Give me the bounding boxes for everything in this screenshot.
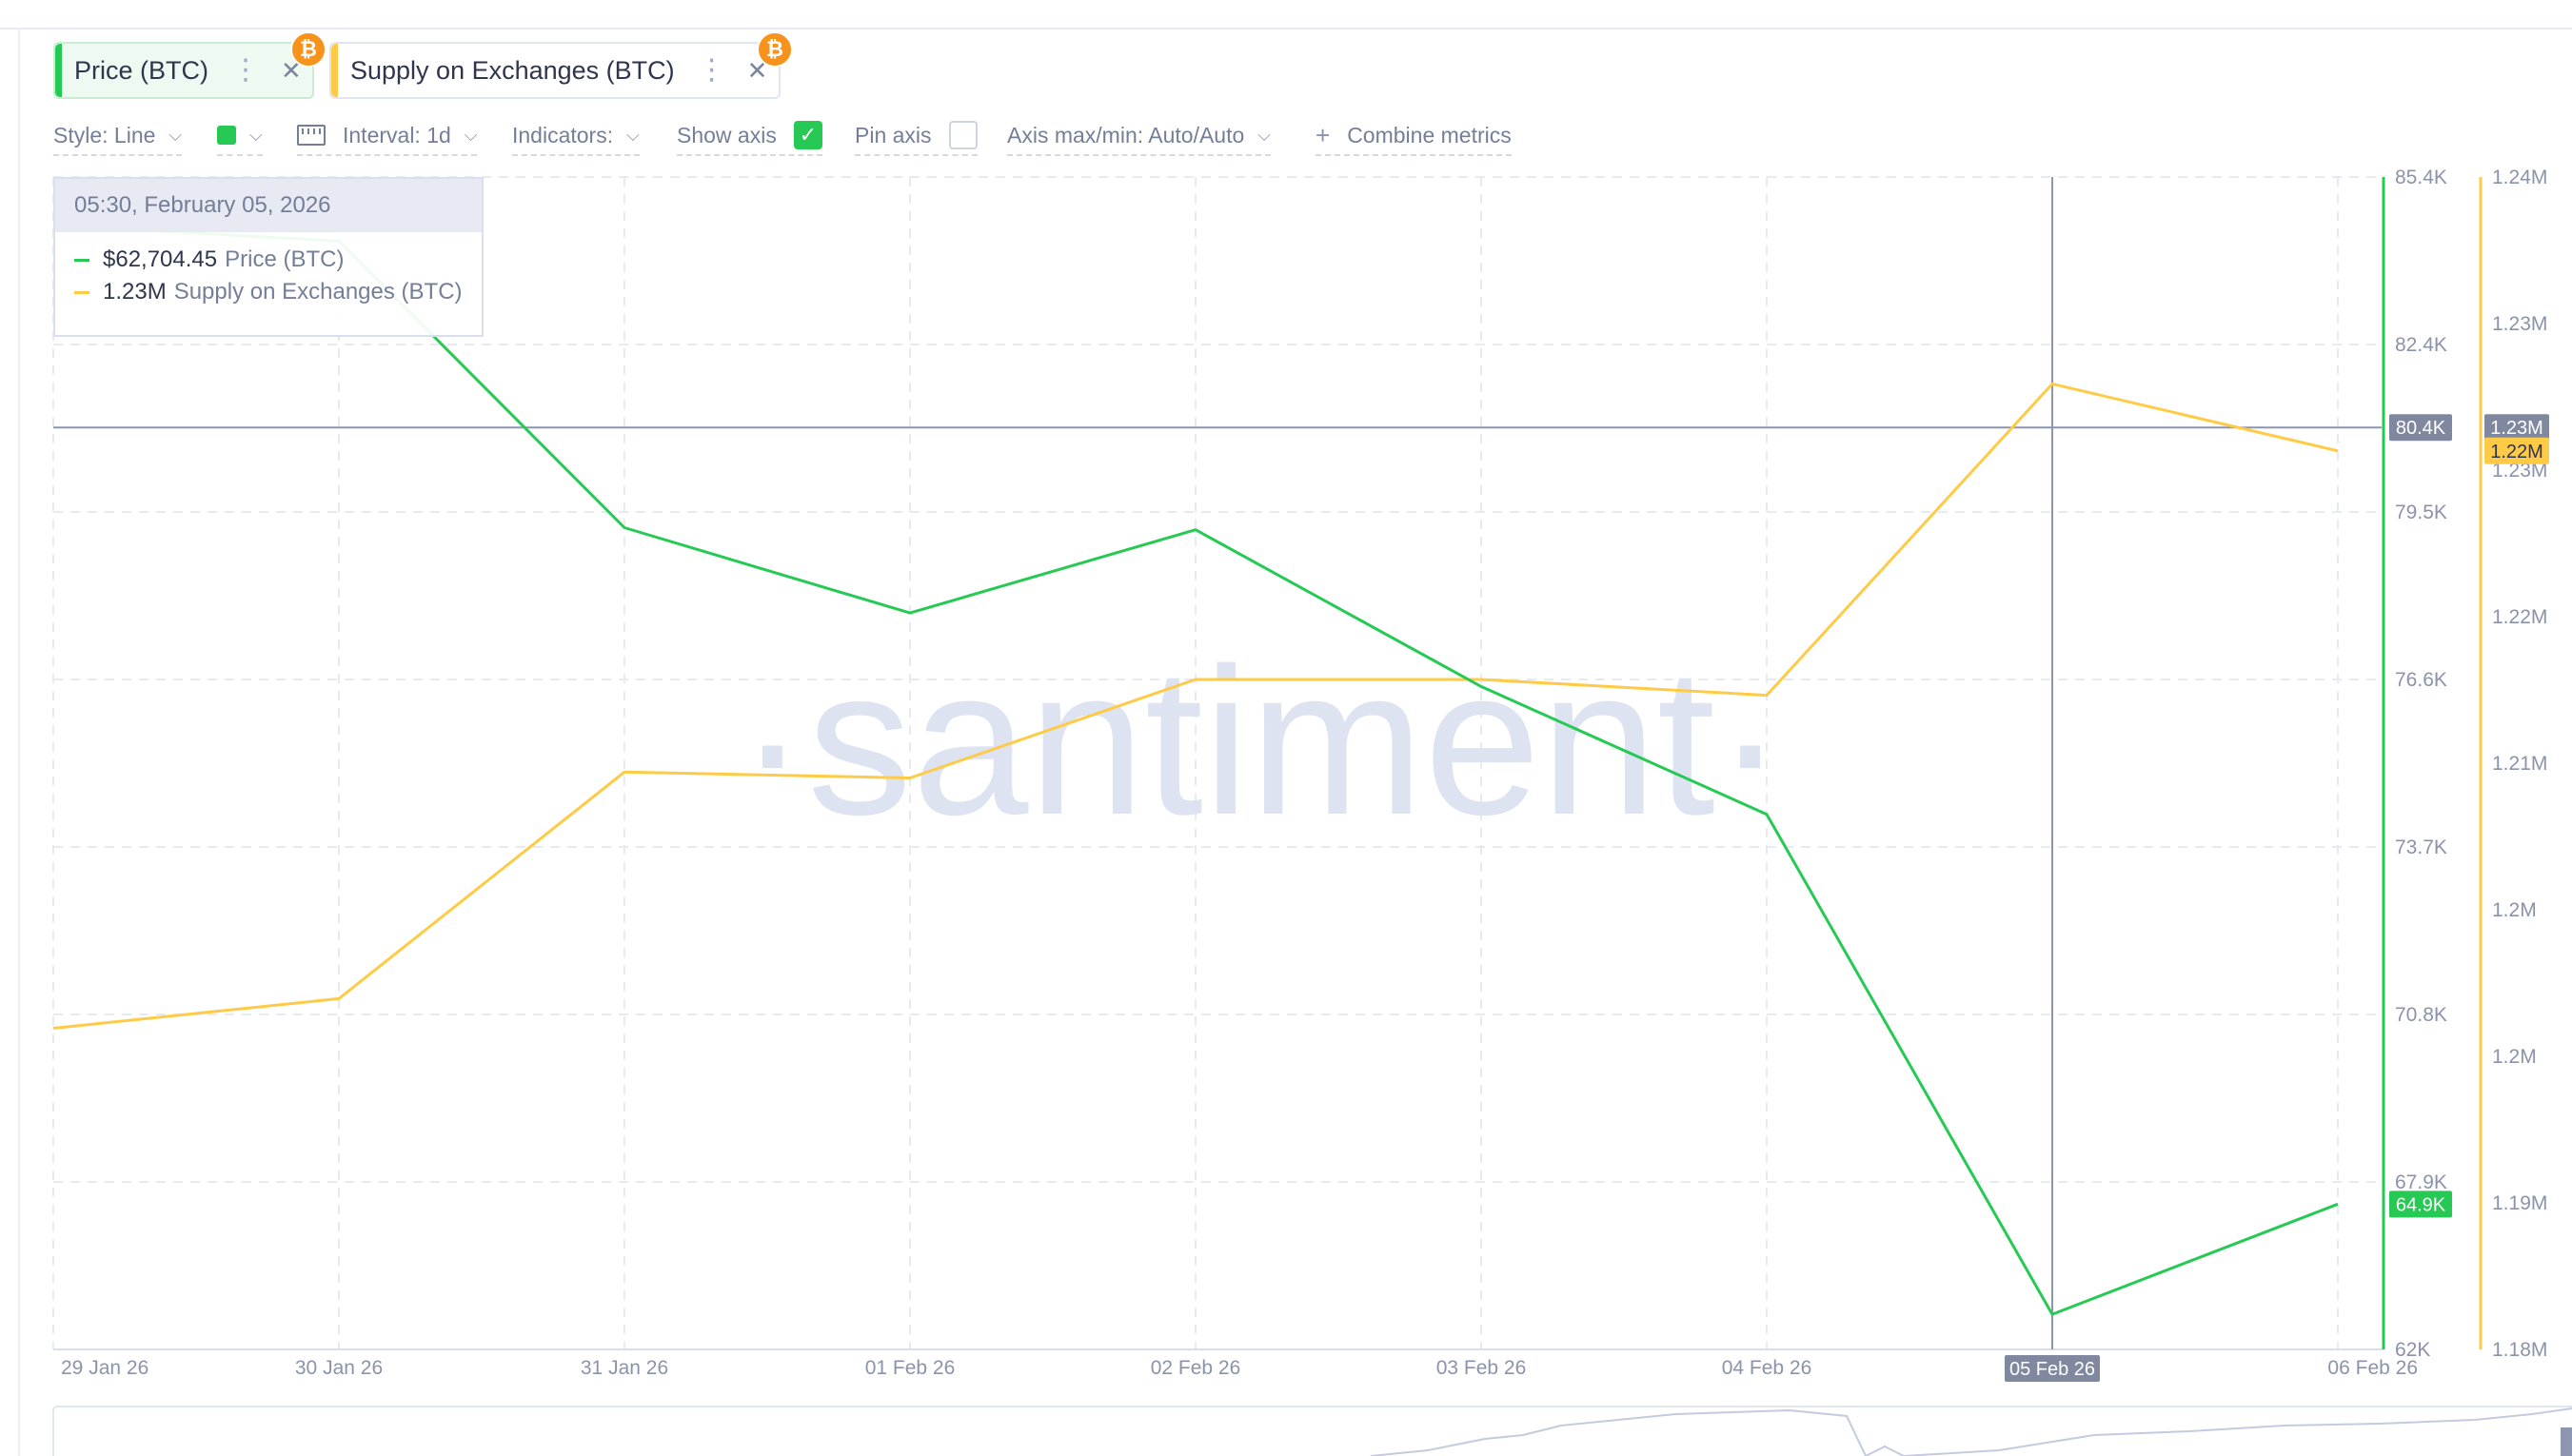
x-axis-tick: 03 Feb 26 — [1436, 1357, 1527, 1379]
series-legend-marker — [74, 290, 89, 294]
color-swatch — [217, 126, 236, 145]
metric-chip-price[interactable]: Price (BTC) ⋮ ✕ ₿ — [53, 31, 326, 99]
supply-axis-tick: 1.24M — [2492, 167, 2547, 188]
bitcoin-icon: ₿ — [757, 31, 793, 68]
navigator-preview-line — [1370, 1407, 2572, 1456]
chevron-down-icon: ⌵ — [168, 125, 183, 145]
metric-color-bar — [55, 44, 62, 97]
indicators-dropdown[interactable]: Indicators: ⌵ — [512, 120, 640, 156]
style-dropdown[interactable]: Style: Line ⌵ — [53, 120, 183, 156]
axis-maxmin-dropdown[interactable]: Axis max/min: Auto/Auto ⌵ — [1007, 120, 1271, 156]
close-icon[interactable]: ✕ — [746, 56, 768, 85]
pin-axis-checkbox[interactable] — [948, 121, 978, 149]
last-price-badge: 64.9K — [2389, 1190, 2452, 1218]
top-divider — [0, 28, 2572, 30]
tooltip-date: 05:30, February 05, 2026 — [55, 179, 482, 232]
badge-background — [2389, 1190, 2452, 1218]
santiment-watermark: ·santiment· — [738, 624, 1785, 858]
x-axis-tick: 29 Jan 26 — [61, 1357, 148, 1379]
price-axis-tick: 73.7K — [2395, 836, 2447, 858]
show-axis-toggle[interactable]: Show axis ✓ — [677, 120, 822, 156]
chart-axes — [53, 177, 2483, 1350]
navigator-handle — [2561, 1427, 2572, 1456]
price-axis-tick: 79.5K — [2395, 502, 2447, 523]
last-supply-badge: 1.22M — [2484, 437, 2549, 464]
chart-ticks: 85.4K 82.4K 79.5K 76.6K 73.7K 70.8K 67.9K 62K 1.… — [61, 167, 2547, 1379]
left-divider — [18, 28, 20, 1456]
indicators-label: Indicators: — [512, 122, 614, 148]
tooltip-value: $62,704.45 — [103, 246, 218, 272]
badge-label: 64.9K — [2396, 1194, 2446, 1215]
chevron-down-icon: ⌵ — [1257, 125, 1271, 145]
tooltip-value: 1.23M — [103, 279, 167, 305]
x-axis-tick: 04 Feb 26 — [1722, 1357, 1812, 1379]
color-picker[interactable]: ⌵ — [217, 120, 263, 156]
crosshair-date-badge: 05 Feb 26 — [2005, 1355, 2100, 1382]
x-axis-tick: 06 Feb 26 — [2327, 1357, 2418, 1379]
metric-chip-supply[interactable]: Supply on Exchanges (BTC) ⋮ ✕ ₿ — [329, 31, 793, 99]
badge-label: 05 Feb 26 — [2009, 1359, 2095, 1380]
supply-axis-tick: 1.19M — [2492, 1192, 2547, 1214]
supply-axis-tick: 1.2M — [2492, 1046, 2537, 1068]
close-icon[interactable]: ✕ — [281, 56, 302, 85]
badge-background — [2484, 414, 2549, 442]
tooltip-metric-name: Supply on Exchanges (BTC) — [173, 279, 463, 305]
tooltip-row-supply: 1.23M Supply on Exchanges (BTC) — [74, 276, 482, 308]
metric-label: Supply on Exchanges (BTC) — [350, 55, 675, 85]
metric-label: Price (BTC) — [74, 55, 208, 85]
metric-color-bar — [331, 44, 338, 97]
price-axis-tick: 85.4K — [2395, 167, 2447, 188]
chevron-down-icon: ⌵ — [626, 125, 640, 145]
price-axis-tick: 62K — [2395, 1339, 2430, 1361]
tooltip-row-price: $62,704.45 Price (BTC) — [74, 244, 482, 276]
interval-dropdown[interactable]: Interval: 1d ⌵ — [297, 120, 478, 156]
supply-axis-tick: 1.22M — [2492, 606, 2547, 628]
x-axis-tick: 30 Jan 26 — [295, 1357, 383, 1379]
chevron-down-icon: ⌵ — [464, 125, 478, 145]
interval-label: Interval: 1d — [343, 122, 451, 148]
x-axis-tick: 01 Feb 26 — [865, 1357, 956, 1379]
pin-axis-label: Pin axis — [855, 122, 932, 148]
combine-metrics-button[interactable]: + Combine metrics — [1316, 120, 1512, 156]
supply-axis-tick: 1.21M — [2492, 753, 2547, 775]
more-options-icon[interactable]: ⋮ — [697, 54, 726, 86]
combine-metrics-label: Combine metrics — [1347, 122, 1512, 148]
crosshair-supply-badge: 1.23M — [2484, 414, 2549, 442]
supply-axis-tick: 1.2M — [2492, 899, 2537, 921]
badge-background — [2389, 414, 2452, 442]
price-axis-tick: 70.8K — [2395, 1004, 2447, 1026]
x-axis-tick: 31 Jan 26 — [581, 1357, 668, 1379]
chart-badges: 80.4K 1.23M 64.9K 1.22M 05 Feb 26 — [2005, 414, 2549, 1382]
price-axis-tick: 76.6K — [2395, 669, 2447, 691]
badge-label: 1.22M — [2490, 442, 2543, 462]
chart-navigator[interactable] — [52, 1406, 2572, 1456]
supply-axis-tick: 1.23M — [2492, 313, 2547, 335]
show-axis-label: Show axis — [677, 122, 777, 148]
badge-background — [2005, 1355, 2100, 1382]
badge-background — [2484, 437, 2549, 464]
supply-line — [52, 382, 2339, 1030]
series-legend-marker — [74, 258, 89, 262]
navigator-frame — [52, 1406, 2572, 1456]
supply-axis-tick: 1.23M — [2492, 460, 2547, 482]
pin-axis-toggle[interactable]: Pin axis — [855, 120, 978, 156]
style-label: Style: Line — [53, 122, 156, 148]
chevron-down-icon: ⌵ — [249, 125, 263, 145]
plus-icon: + — [1316, 120, 1331, 149]
x-axis-tick: 02 Feb 26 — [1151, 1357, 1241, 1379]
chart-tooltip: 05:30, February 05, 2026 $62,704.45 Pric… — [53, 177, 484, 337]
bitcoin-icon: ₿ — [290, 31, 326, 68]
axis-maxmin-label: Axis max/min: Auto/Auto — [1007, 122, 1245, 148]
price-axis-tick: 67.9K — [2395, 1171, 2447, 1193]
tooltip-metric-name: Price (BTC) — [225, 246, 345, 272]
price-axis-tick: 82.4K — [2395, 334, 2447, 356]
checkmark-icon[interactable]: ✓ — [793, 121, 822, 149]
badge-label: 1.23M — [2490, 418, 2543, 439]
supply-axis-tick: 1.18M — [2492, 1339, 2547, 1361]
badge-label: 80.4K — [2396, 418, 2446, 439]
more-options-icon[interactable]: ⋮ — [231, 54, 260, 86]
crosshair-price-badge: 80.4K — [2389, 414, 2452, 442]
interval-icon — [297, 125, 326, 146]
